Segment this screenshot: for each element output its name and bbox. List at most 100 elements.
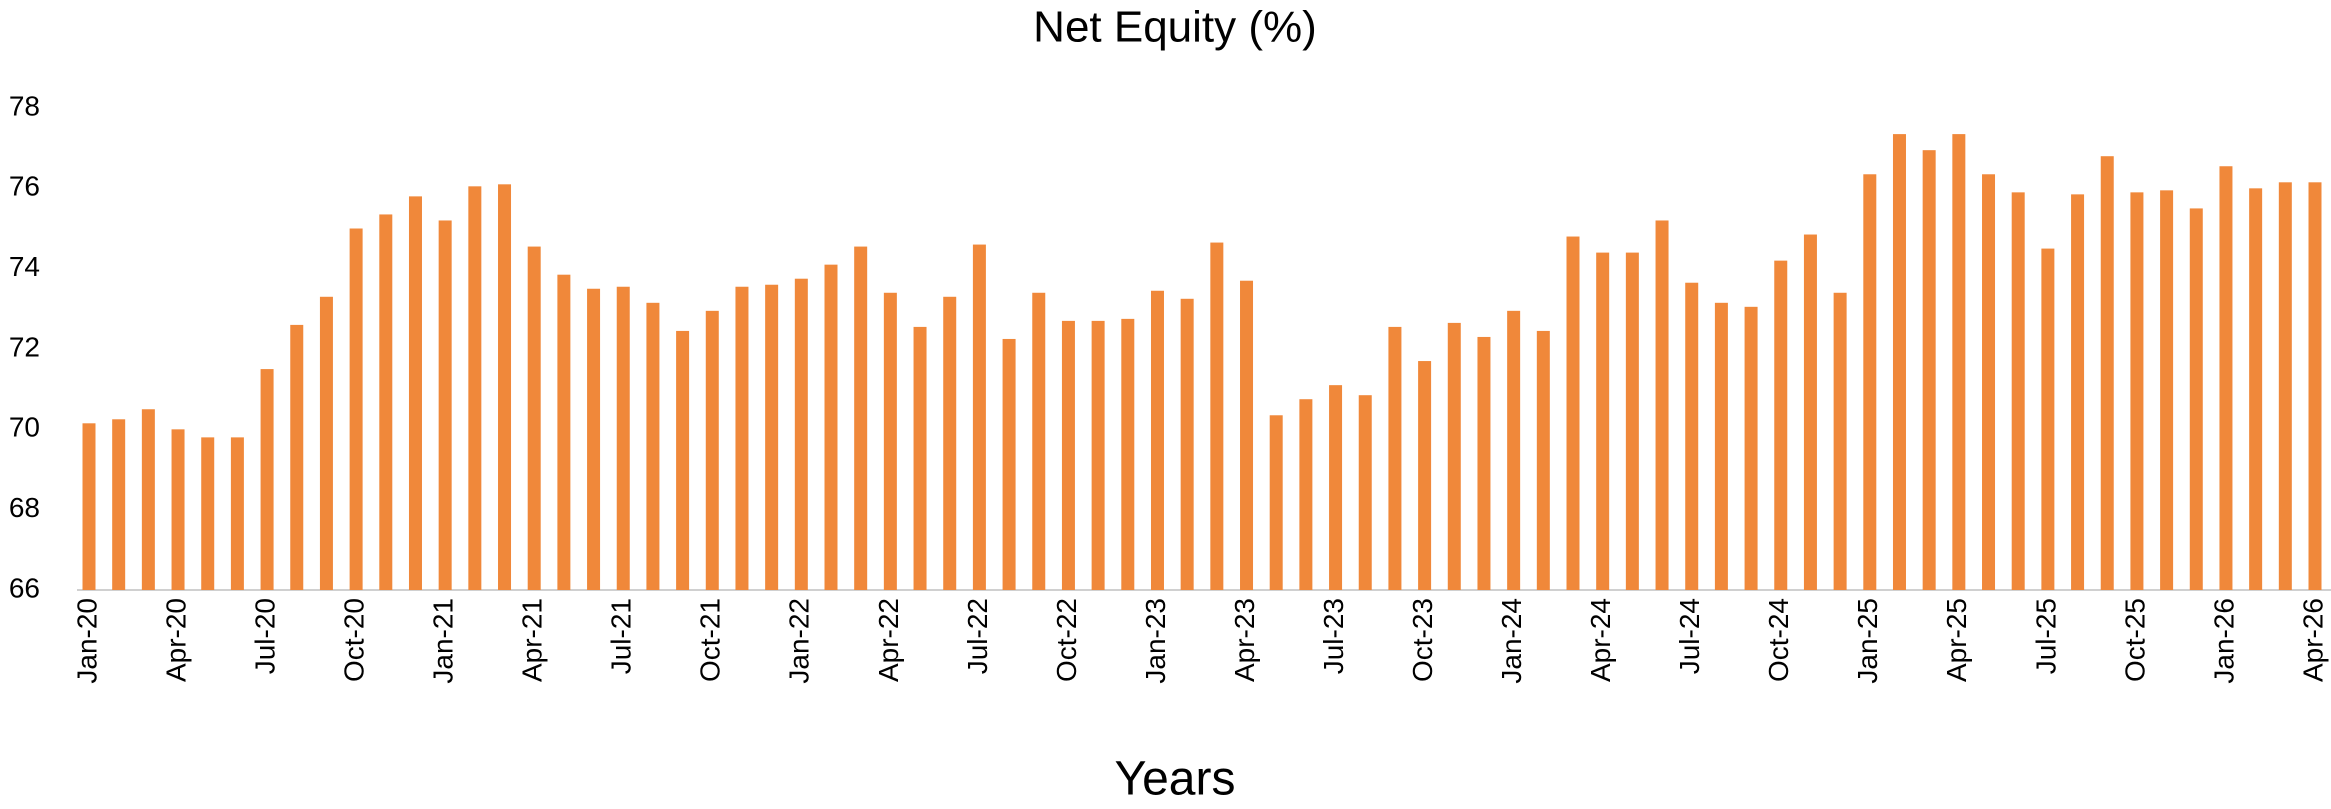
x-tick-label: Oct-20 bbox=[339, 598, 370, 682]
bar bbox=[646, 302, 660, 590]
bar bbox=[1922, 150, 1936, 591]
y-tick-label: 66 bbox=[9, 572, 40, 603]
x-tick-label: Jul-23 bbox=[1318, 598, 1349, 674]
bar bbox=[943, 296, 957, 590]
bar bbox=[498, 184, 512, 591]
bar bbox=[1655, 220, 1669, 590]
bar bbox=[1150, 290, 1164, 590]
bar bbox=[1210, 242, 1224, 590]
y-tick-label: 74 bbox=[9, 251, 40, 282]
x-tick-label: Jan-23 bbox=[1140, 598, 1171, 684]
bar bbox=[1596, 252, 1610, 590]
bar bbox=[319, 296, 333, 590]
bar bbox=[112, 419, 126, 590]
bar bbox=[1002, 338, 1016, 590]
bar bbox=[230, 437, 244, 590]
x-tick-label: Oct-24 bbox=[1763, 598, 1794, 682]
bar bbox=[260, 369, 274, 590]
x-tick-label: Jan-20 bbox=[71, 598, 102, 684]
bar bbox=[171, 429, 185, 590]
bar bbox=[2100, 156, 2114, 590]
bar bbox=[1536, 330, 1550, 590]
x-tick-label: Jul-21 bbox=[606, 598, 637, 674]
bar bbox=[1892, 134, 1906, 590]
x-tick-label: Apr-21 bbox=[517, 598, 548, 682]
x-tick-label: Apr-23 bbox=[1229, 598, 1260, 682]
bar bbox=[1032, 292, 1046, 590]
bar bbox=[616, 286, 630, 590]
bar bbox=[1388, 326, 1402, 590]
bar bbox=[2071, 194, 2085, 590]
bar bbox=[1329, 385, 1343, 590]
bar bbox=[2189, 208, 2203, 590]
bar bbox=[883, 292, 897, 590]
bar bbox=[1240, 280, 1254, 590]
bar bbox=[972, 244, 986, 591]
bar bbox=[1744, 306, 1758, 590]
bar bbox=[1507, 310, 1521, 590]
bar bbox=[2011, 192, 2025, 590]
bar bbox=[1358, 395, 1372, 590]
bar bbox=[2249, 188, 2263, 591]
bar bbox=[349, 228, 363, 590]
bar bbox=[141, 409, 155, 590]
bar bbox=[735, 286, 749, 590]
bar bbox=[913, 326, 927, 590]
bar bbox=[1863, 174, 1877, 590]
bar bbox=[1121, 318, 1135, 590]
bar bbox=[379, 214, 393, 591]
bar bbox=[765, 284, 779, 590]
bar bbox=[1803, 234, 1817, 590]
bar bbox=[705, 310, 719, 590]
bar bbox=[587, 288, 601, 590]
bar bbox=[1447, 322, 1461, 590]
bar bbox=[1477, 336, 1491, 590]
bar bbox=[794, 278, 808, 590]
bar bbox=[290, 324, 304, 590]
bar bbox=[1269, 415, 1283, 590]
bar bbox=[1418, 361, 1432, 590]
bar bbox=[557, 274, 571, 590]
bar bbox=[676, 330, 690, 590]
x-tick-label: Oct-22 bbox=[1051, 598, 1082, 682]
bar bbox=[408, 196, 422, 590]
x-tick-label: Apr-20 bbox=[160, 598, 191, 682]
bar bbox=[2160, 190, 2174, 590]
bar bbox=[1774, 260, 1788, 590]
x-tick-label: Apr-25 bbox=[1941, 598, 1972, 682]
bar bbox=[824, 264, 838, 590]
bar bbox=[1982, 174, 1996, 590]
x-tick-label: Jan-25 bbox=[1852, 598, 1883, 684]
y-tick-label: 76 bbox=[9, 171, 40, 202]
x-tick-label: Oct-25 bbox=[2119, 598, 2150, 682]
bar bbox=[2219, 166, 2233, 590]
x-tick-label: Jul-24 bbox=[1674, 598, 1705, 674]
x-tick-label: Jan-21 bbox=[428, 598, 459, 684]
bar bbox=[1625, 252, 1639, 590]
x-tick-label: Apr-26 bbox=[2297, 598, 2328, 682]
bar bbox=[2278, 182, 2292, 590]
bar bbox=[854, 246, 868, 590]
x-tick-label: Apr-24 bbox=[1585, 598, 1616, 682]
bar bbox=[1091, 320, 1105, 590]
bar bbox=[2041, 248, 2055, 591]
bar bbox=[527, 246, 541, 590]
x-tick-label: Jan-26 bbox=[2208, 598, 2239, 684]
bar bbox=[201, 437, 215, 590]
x-tick-label: Oct-23 bbox=[1407, 598, 1438, 682]
bar bbox=[1299, 399, 1313, 590]
bar bbox=[438, 220, 452, 590]
y-tick-label: 78 bbox=[9, 90, 40, 121]
y-tick-label: 70 bbox=[9, 412, 40, 443]
y-tick-label: 72 bbox=[9, 331, 40, 362]
x-tick-label: Apr-22 bbox=[873, 598, 904, 682]
x-tick-label: Jan-24 bbox=[1496, 598, 1527, 684]
bar bbox=[2308, 182, 2322, 590]
bar bbox=[1180, 298, 1194, 590]
x-axis-label: Years bbox=[1115, 753, 1236, 806]
bar bbox=[1566, 236, 1580, 591]
bar bbox=[82, 423, 96, 590]
x-tick-label: Jan-22 bbox=[784, 598, 815, 684]
bar bbox=[1714, 302, 1728, 590]
